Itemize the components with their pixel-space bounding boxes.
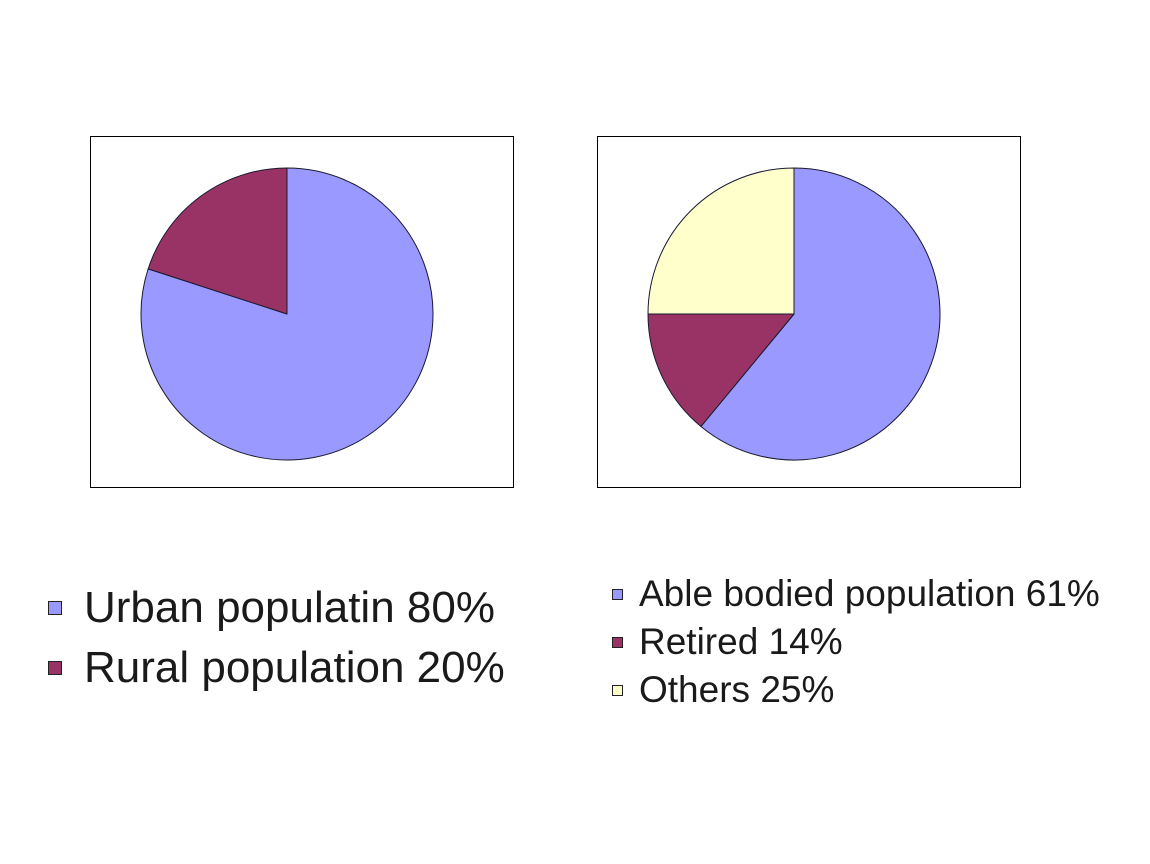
legend-item-retired: Retired 14% <box>612 618 1100 666</box>
legend-urban-rural: Urban populatin 80% Rural population 20% <box>48 578 505 698</box>
legend-label-others: Others 25% <box>639 669 835 710</box>
legend-population-groups: Able bodied population 61% Retired 14% O… <box>612 570 1100 714</box>
legend-swatch-others <box>612 684 623 696</box>
legend-item-others: Others 25% <box>612 666 1100 714</box>
legend-swatch-urban <box>48 601 62 615</box>
pie-slice-rural <box>147 167 288 315</box>
legend-label-rural: Rural population 20% <box>84 643 505 692</box>
legend-swatch-able-bodied <box>612 588 623 600</box>
pie-slice-others <box>647 167 795 315</box>
legend-item-urban: Urban populatin 80% <box>48 578 505 638</box>
legend-item-rural: Rural population 20% <box>48 638 505 698</box>
legend-label-urban: Urban populatin 80% <box>84 583 495 632</box>
legend-swatch-retired <box>612 636 623 648</box>
pie-right-svg <box>647 167 941 461</box>
legend-label-able-bodied: Able bodied population 61% <box>639 573 1100 614</box>
pie-slice-retired <box>647 313 795 427</box>
pie-left-svg <box>140 167 434 461</box>
pie-chart-population-groups <box>597 136 1021 488</box>
pie-slice-able-bodied <box>700 167 941 461</box>
legend-label-retired: Retired 14% <box>639 621 843 662</box>
pie-chart-urban-rural <box>90 136 514 488</box>
legend-swatch-rural <box>48 661 62 675</box>
legend-item-able-bodied: Able bodied population 61% <box>612 570 1100 618</box>
